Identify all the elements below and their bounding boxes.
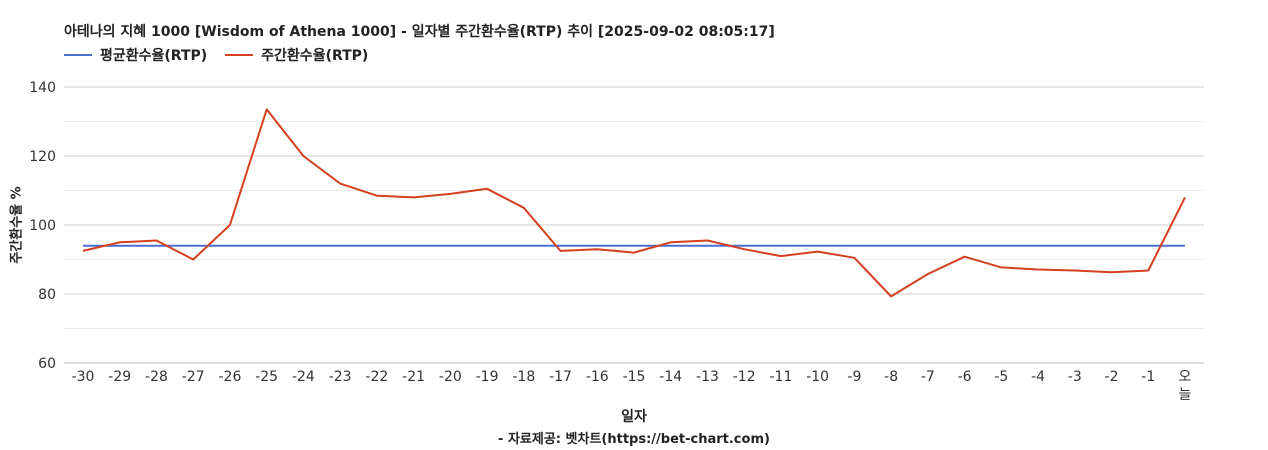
x-tick-label: -30	[72, 369, 95, 385]
x-tick-label: -7	[921, 369, 935, 385]
y-tick-label: 140	[29, 80, 56, 96]
x-tick-label: -25	[255, 369, 278, 385]
x-tick-label: -13	[696, 369, 719, 385]
x-tick-label: -20	[439, 369, 462, 385]
x-tick-label: -29	[108, 369, 131, 385]
legend-swatch-weekly	[225, 54, 254, 56]
x-tick-label: -23	[329, 369, 352, 385]
x-tick-label: -19	[476, 369, 499, 385]
x-tick-label: -2	[1105, 369, 1119, 385]
legend-label-average: 평균환수율(RTP)	[100, 48, 208, 64]
x-tick-label: -27	[182, 369, 205, 385]
legend-label-weekly: 주간환수율(RTP)	[261, 48, 369, 64]
y-tick-label: 120	[29, 149, 56, 165]
legend-item-weekly[interactable]: 주간환수율(RTP)	[225, 45, 368, 65]
x-axis-label: 일자	[621, 409, 647, 425]
x-tick-label: -14	[659, 369, 682, 385]
legend-item-average[interactable]: 평균환수율(RTP)	[64, 45, 207, 65]
legend: 평균환수율(RTP) 주간환수율(RTP)	[64, 45, 386, 65]
x-tick-label: -6	[958, 369, 972, 385]
y-axis-label: 주간환수율 %	[9, 186, 25, 264]
x-tick-label: -18	[512, 369, 535, 385]
x-tick-label: -8	[884, 369, 898, 385]
series-line-weekly	[82, 108, 1186, 298]
x-tick-label: -28	[145, 369, 168, 385]
source-credit: - 자료제공: 벳차트(https://bet-chart.com)	[498, 432, 770, 447]
x-tick-label: -1	[1141, 369, 1155, 385]
y-tick-label: 60	[38, 356, 56, 372]
x-tick-label: -11	[769, 369, 792, 385]
x-tick-label: -16	[586, 369, 609, 385]
x-tick-label: -24	[292, 369, 315, 385]
y-tick-label: 80	[38, 287, 56, 303]
x-tick-label: -15	[623, 369, 646, 385]
chart-title: 아테나의 지혜 1000 [Wisdom of Athena 1000] - 일…	[64, 24, 775, 40]
x-tick-label: -10	[806, 369, 829, 385]
x-tick-label: -17	[549, 369, 572, 385]
x-tick-label: -12	[733, 369, 756, 385]
x-tick-label: -5	[994, 369, 1008, 385]
legend-swatch-average	[64, 54, 92, 56]
x-tick-label: -4	[1031, 369, 1045, 385]
x-tick-label: -9	[847, 369, 861, 385]
x-tick-label: -26	[218, 369, 241, 385]
y-tick-label: 100	[29, 218, 56, 234]
x-tick-label: -22	[365, 369, 388, 385]
x-tick-label: -3	[1068, 369, 1082, 385]
x-tick-label: -21	[402, 369, 425, 385]
